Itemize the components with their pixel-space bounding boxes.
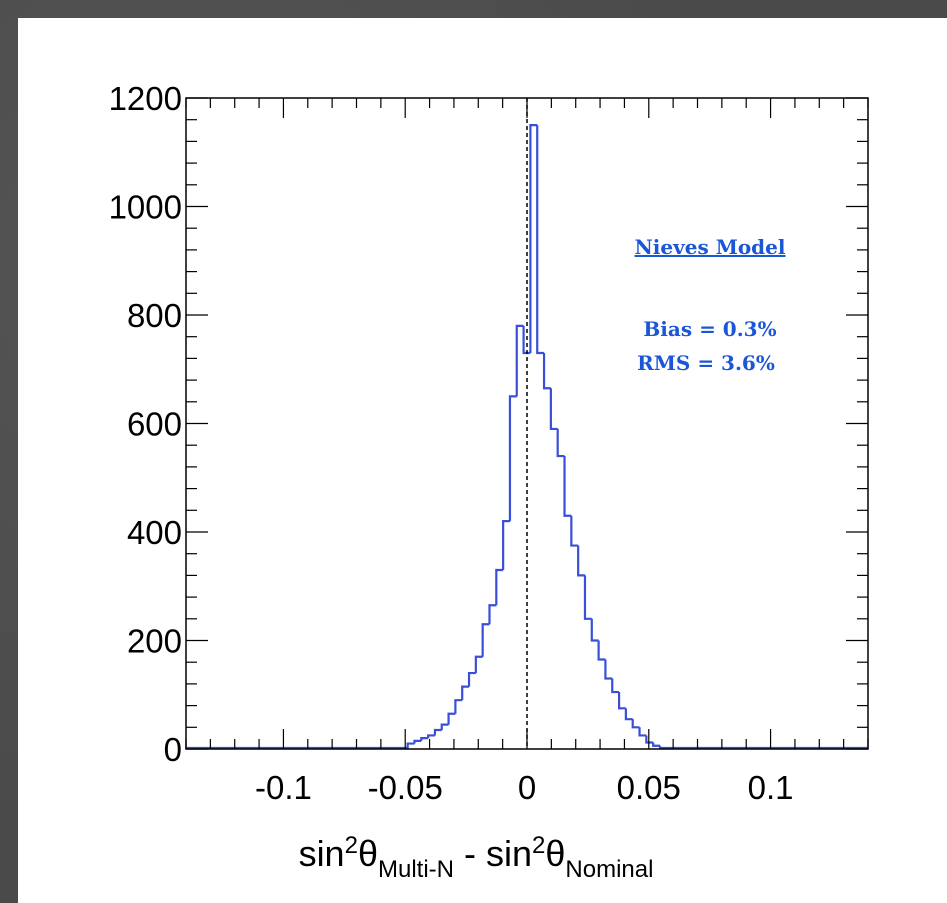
- chart-panel: 0 200 400 600 800 1000 1200 -0.1 -0.05 0 0.05 0.1 s…: [18, 18, 947, 903]
- histogram-bin: [536, 125, 545, 355]
- histogram-bin: [570, 515, 579, 547]
- y-tick-label: 200: [127, 623, 182, 660]
- histogram-bin: [590, 618, 599, 642]
- y-tick-label: 1200: [109, 80, 182, 117]
- histogram-bin: [495, 568, 504, 606]
- histogram-bin: [515, 324, 524, 397]
- histogram-layer: [186, 124, 868, 750]
- annotation-rms: RMS = 3.6%: [637, 351, 775, 375]
- x-tick-label: 0.1: [748, 769, 794, 806]
- histogram-bin: [611, 678, 620, 694]
- histogram-bin: [638, 727, 647, 737]
- histogram-bin: [420, 737, 429, 741]
- annotation-model: Nieves Model: [635, 235, 786, 259]
- histogram-bin: [583, 575, 592, 620]
- histogram-chart: 0 200 400 600 800 1000 1200 -0.1 -0.05 0 0.05 0.1 s…: [109, 80, 869, 883]
- axes-layer: [185, 97, 869, 750]
- histogram-bin: [433, 728, 442, 736]
- tick-labels-layer: 0 200 400 600 800 1000 1200 -0.1 -0.05 0 0.05 0.1: [109, 80, 794, 806]
- y-tick-label: 400: [127, 514, 182, 551]
- y-tick-label: 800: [127, 297, 182, 334]
- histogram-bin: [427, 734, 435, 739]
- y-tick-label: 600: [127, 406, 182, 443]
- histogram-bin: [631, 719, 640, 729]
- histogram-bin: [454, 699, 463, 714]
- histogram-bin: [474, 655, 483, 674]
- histogram-bin: [488, 604, 497, 625]
- histogram-bin: [502, 520, 510, 570]
- histogram-bin: [447, 712, 456, 725]
- histogram-bin: [461, 685, 470, 701]
- histogram-bin: [597, 640, 606, 661]
- histogram-bin: [577, 545, 585, 577]
- annotation-bias: Bias = 0.3%: [643, 317, 776, 341]
- histogram-bin: [542, 352, 551, 390]
- histogram-bin: [522, 325, 531, 355]
- histogram-bin: [645, 735, 654, 744]
- histogram-bin: [652, 742, 660, 747]
- histogram-bin: [413, 739, 422, 744]
- histogram-bin: [508, 395, 517, 522]
- y-tick-label: 0: [164, 731, 182, 768]
- histogram-bin: [624, 708, 633, 721]
- x-tick-label: 0.05: [617, 769, 681, 806]
- x-tick-label: 0: [518, 769, 536, 806]
- x-axis-title: sin2θMulti-N - sin2θNominal: [299, 832, 654, 883]
- histogram-bin: [529, 124, 538, 353]
- histogram-bin: [549, 388, 558, 431]
- y-tick-label: 1000: [109, 189, 182, 226]
- histogram-bin: [556, 428, 565, 458]
- histogram-bin: [467, 671, 476, 687]
- histogram-bin: [406, 742, 415, 749]
- histogram-bin: [481, 623, 490, 657]
- histogram-bin: [563, 456, 572, 517]
- x-tick-label: -0.05: [368, 769, 443, 806]
- histogram-bin: [617, 692, 626, 710]
- x-tick-label: -0.1: [255, 769, 312, 806]
- histogram-bin: [440, 723, 449, 731]
- histogram-bin: [604, 659, 613, 680]
